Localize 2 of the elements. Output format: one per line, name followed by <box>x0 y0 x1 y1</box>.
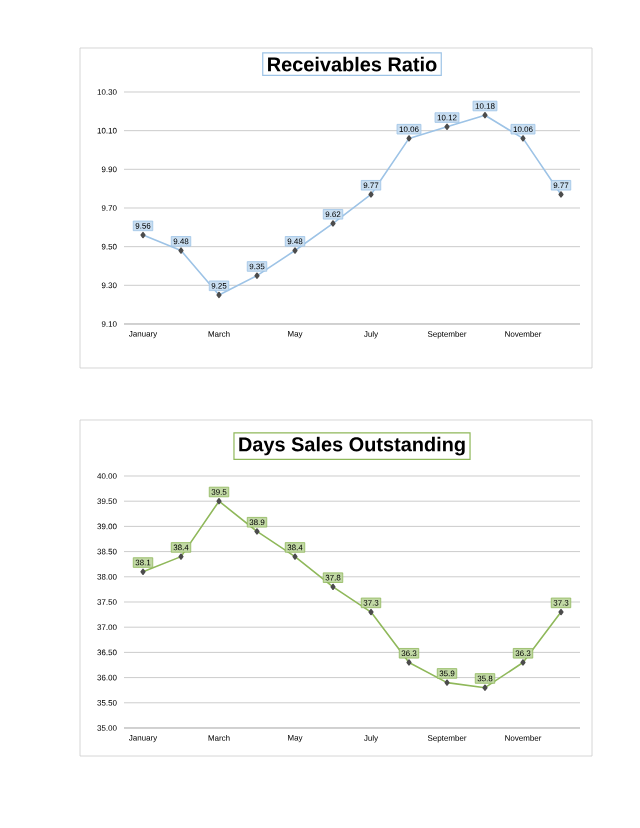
chart-title: Receivables Ratio <box>268 56 437 72</box>
chart-title: Days Sales Outstanding <box>239 436 465 456</box>
